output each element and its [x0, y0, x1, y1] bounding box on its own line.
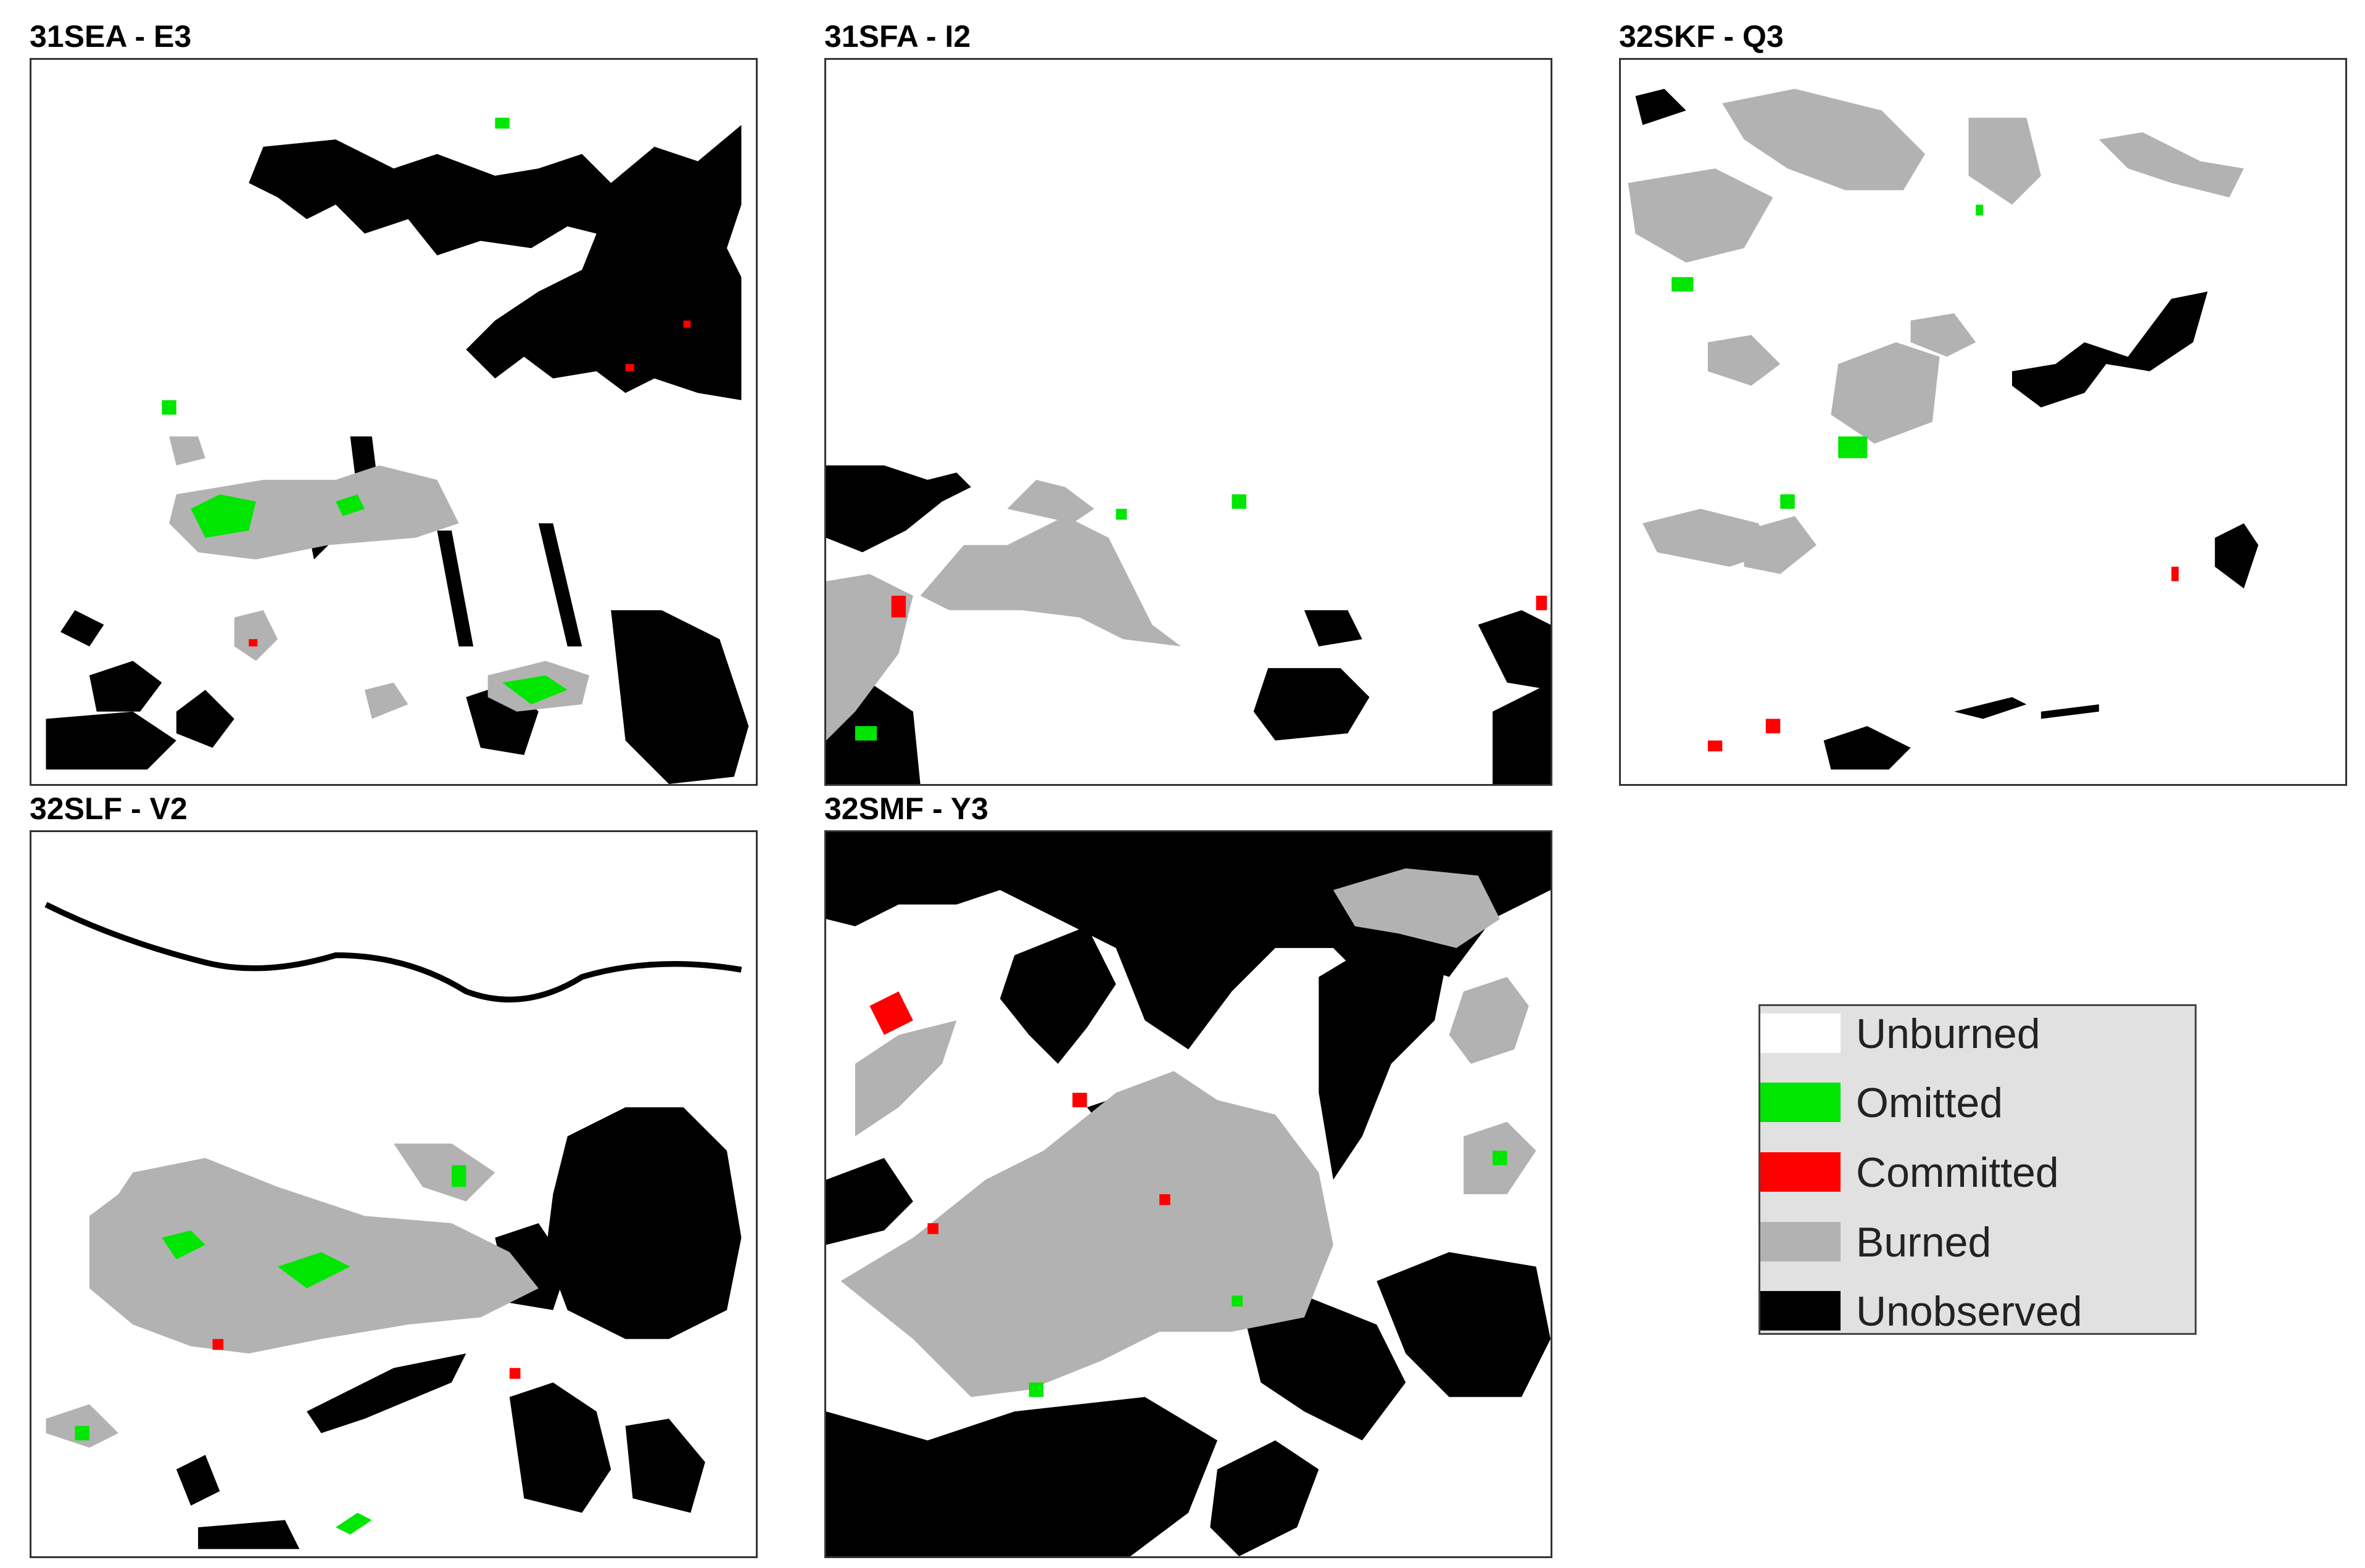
legend-item-unburned: Unburned [1760, 1010, 2195, 1058]
map-panel-32slf [30, 830, 758, 1558]
legend-item-burned: Burned [1760, 1218, 2195, 1266]
unburned-swatch [1760, 1013, 1841, 1053]
unobserved-swatch [1760, 1291, 1841, 1331]
panel-title-32skf: 32SKF - Q3 [1619, 19, 1784, 54]
panel-title-31sea: 31SEA - E3 [30, 19, 192, 54]
map-panel-31sfa [824, 58, 1552, 786]
panel-title-32smf: 32SMF - Y3 [824, 791, 988, 826]
panel-title-32slf: 32SLF - V2 [30, 791, 188, 826]
map-panel-32smf [824, 830, 1552, 1558]
legend-item-unobserved: Unobserved [1760, 1287, 2195, 1335]
legend-label: Burned [1856, 1219, 1992, 1266]
legend-label: Omitted [1856, 1079, 2003, 1126]
omitted-swatch [1760, 1083, 1841, 1122]
map-panel-31sea [30, 58, 758, 786]
burned-swatch [1760, 1222, 1841, 1261]
legend-label: Unobserved [1856, 1288, 2082, 1335]
legend-label: Committed [1856, 1149, 2059, 1196]
legend-label: Unburned [1856, 1010, 2040, 1057]
panel-title-31sfa: 31SFA - I2 [824, 19, 971, 54]
legend-item-committed: Committed [1760, 1149, 2195, 1197]
committed-swatch [1760, 1152, 1841, 1192]
map-legend: Unburned Omitted Committed Burned Unobse… [1758, 1004, 2197, 1335]
legend-item-omitted: Omitted [1760, 1079, 2195, 1127]
map-panel-32skf [1619, 58, 2347, 786]
